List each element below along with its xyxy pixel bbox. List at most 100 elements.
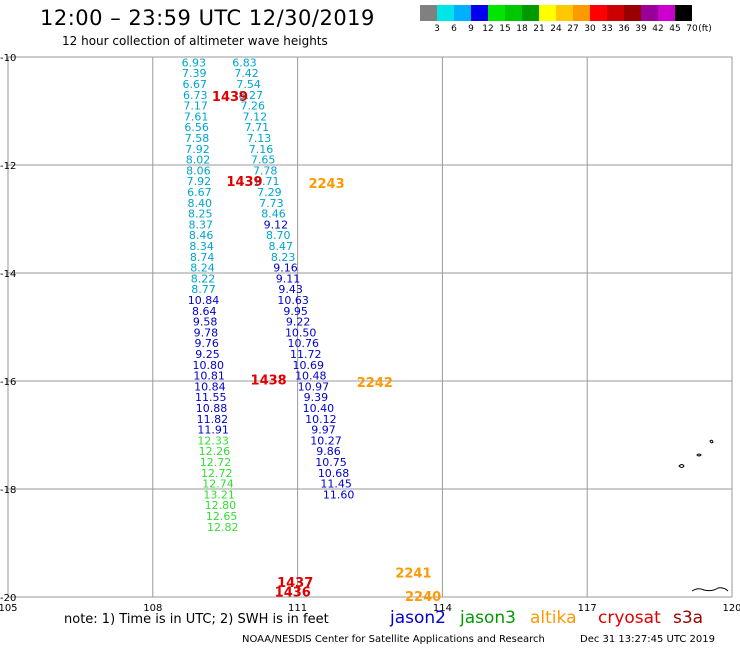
wave-height-value: 9.11 xyxy=(276,272,301,285)
colorbar-label: 6 xyxy=(451,24,457,34)
colorbar-swatch xyxy=(437,5,454,21)
island-outline xyxy=(696,453,702,457)
wave-height-value: 9.86 xyxy=(316,445,341,458)
pass-number-label: 1439 xyxy=(226,175,262,190)
colorbar-label: 70 xyxy=(686,24,698,34)
wave-height-value: 7.39 xyxy=(182,67,207,80)
wave-height-value: 7.17 xyxy=(183,100,208,113)
wave-height-value: 7.61 xyxy=(184,110,209,123)
wave-height-value: 10.97 xyxy=(298,380,330,393)
wave-height-value: 7.71 xyxy=(245,121,270,134)
colorbar-swatch xyxy=(624,5,641,21)
wave-height-value: 8.64 xyxy=(192,305,217,318)
wave-height-value: 10.84 xyxy=(188,294,220,307)
wave-height-value: 8.22 xyxy=(191,272,216,285)
colorbar-swatch xyxy=(454,5,471,21)
wave-height-value: 7.58 xyxy=(185,132,210,145)
wave-height-value: 10.76 xyxy=(287,337,319,350)
wave-height-value: 7.92 xyxy=(185,143,210,156)
wave-height-value: 8.27 xyxy=(238,89,263,102)
wave-height-value: 9.43 xyxy=(278,283,303,296)
wave-height-value: 7.78 xyxy=(253,164,278,177)
wave-height-value: 8.25 xyxy=(188,208,213,221)
wave-height-value: 10.12 xyxy=(305,413,337,426)
wave-height-value: 12.72 xyxy=(201,467,233,480)
wave-height-value: 8.02 xyxy=(186,154,211,167)
wave-height-value: 6.83 xyxy=(232,56,257,69)
colorbar-swatch xyxy=(658,5,675,21)
colorbar-swatch xyxy=(471,5,488,21)
lat-tick-label: -16 xyxy=(0,377,16,388)
wave-height-value: 8.34 xyxy=(189,240,214,253)
wave-height-value: 8.24 xyxy=(190,262,215,275)
wave-height-value: 7.29 xyxy=(257,186,282,199)
footer-note: note: 1) Time is in UTC; 2) SWH is in fe… xyxy=(64,612,329,627)
colorbar-label: 30 xyxy=(584,24,596,34)
legend-cryosat: cryosat xyxy=(598,608,661,628)
colorbar-label: 39 xyxy=(635,24,647,34)
island-outline xyxy=(678,464,685,468)
wave-height-value: 10.63 xyxy=(277,294,309,307)
wave-height-value: 13.21 xyxy=(203,488,235,501)
coastline xyxy=(691,587,729,592)
wave-height-value: 8.71 xyxy=(255,175,280,188)
colorbar-label: 18 xyxy=(516,24,528,34)
wave-height-value: 12.33 xyxy=(197,434,229,447)
pass-number-label: 1438 xyxy=(251,373,287,388)
wave-height-value: 12.65 xyxy=(206,510,238,523)
wave-height-value: 7.16 xyxy=(249,143,274,156)
pass-number-label: 2242 xyxy=(357,376,393,391)
wave-height-value: 7.92 xyxy=(187,175,212,188)
wave-height-value: 6.67 xyxy=(182,78,207,91)
legend-s3a: s3a xyxy=(673,608,704,628)
wave-height-value: 9.97 xyxy=(311,424,336,437)
map-frame xyxy=(7,56,733,598)
wave-height-value: 8.70 xyxy=(266,229,291,242)
wave-height-value: 7.12 xyxy=(243,110,268,123)
wave-height-value: 10.68 xyxy=(318,467,350,480)
colorbar-swatch xyxy=(573,5,590,21)
colorbar-swatch xyxy=(488,5,505,21)
lat-tick-label: -10 xyxy=(0,53,16,64)
wave-height-value: 7.73 xyxy=(259,197,284,210)
colorbar-label: 45 xyxy=(669,24,681,34)
wave-height-value: 10.50 xyxy=(285,326,317,339)
wave-height-value: 9.25 xyxy=(195,348,220,361)
wave-height-value: 10.88 xyxy=(196,402,228,415)
wave-height-value: 9.95 xyxy=(283,305,308,318)
legend-jason2: jason2 xyxy=(390,608,446,628)
wave-height-value: 7.54 xyxy=(236,78,261,91)
lon-tick-label: 120 xyxy=(722,603,740,614)
colorbar-swatch xyxy=(420,5,437,21)
wave-height-value: 9.16 xyxy=(273,262,298,275)
wave-height-value: 6.56 xyxy=(184,121,209,134)
credit-text: NOAA/NESDIS Center for Satellite Applica… xyxy=(242,634,545,645)
lat-tick-label: -20 xyxy=(0,593,16,604)
wave-height-value: 8.37 xyxy=(188,218,213,231)
lon-tick-label: 117 xyxy=(578,603,597,614)
wave-height-value: 8.40 xyxy=(188,197,213,210)
wave-height-value: 8.46 xyxy=(189,229,214,242)
lat-tick-label: -14 xyxy=(0,269,16,280)
colorbar-label: 33 xyxy=(601,24,613,34)
map-title: 12:00 – 23:59 UTC 12/30/2019 xyxy=(40,6,375,30)
lat-tick-label: -12 xyxy=(0,161,16,172)
wave-height-value: 12.82 xyxy=(207,521,239,534)
lon-tick-label: 105 xyxy=(0,603,18,614)
wave-height-value: 8.46 xyxy=(261,208,286,221)
wave-height-value: 11.82 xyxy=(197,413,229,426)
wave-height-value: 12.72 xyxy=(200,456,232,469)
wave-height-value: 10.48 xyxy=(295,370,327,383)
colorbar-label: 21 xyxy=(533,24,545,34)
wave-height-value: 10.80 xyxy=(193,359,225,372)
wave-height-value: 6.67 xyxy=(187,186,212,199)
colorbar-swatch xyxy=(505,5,522,21)
colorbar-label: 36 xyxy=(618,24,630,34)
island-outline xyxy=(709,439,714,444)
pass-number-label: 2240 xyxy=(405,590,441,605)
wave-height-value: 9.22 xyxy=(286,316,311,329)
wave-height-value: 8.23 xyxy=(271,251,296,264)
wave-height-value: 6.93 xyxy=(182,56,207,69)
wave-height-value: 10.84 xyxy=(194,380,226,393)
legend-jason3: jason3 xyxy=(460,608,516,628)
